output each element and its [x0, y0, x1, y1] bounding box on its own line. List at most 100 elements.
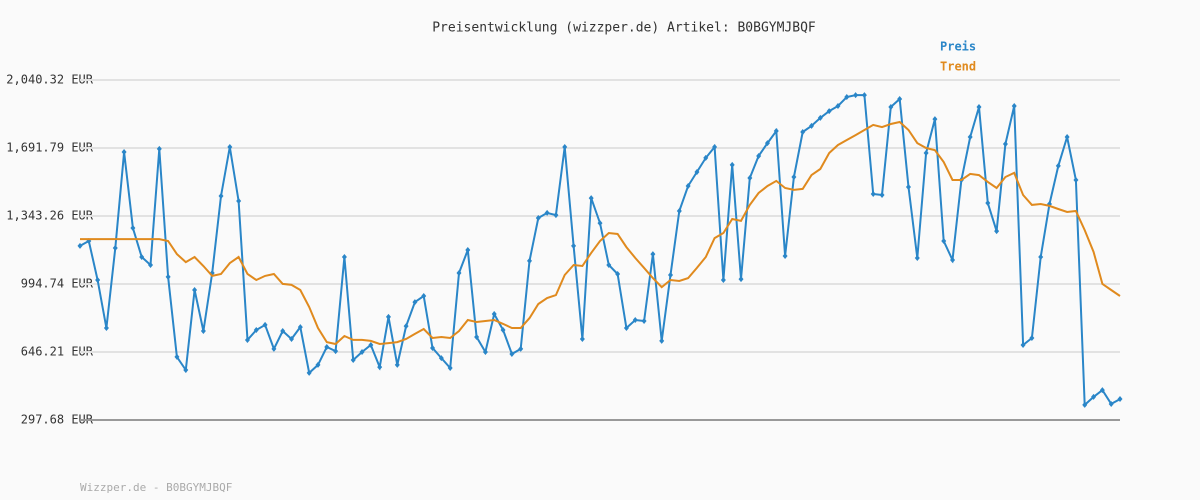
point [994, 228, 1000, 235]
point [773, 127, 779, 134]
point [659, 337, 665, 344]
point [289, 335, 295, 342]
point [853, 92, 859, 99]
point [985, 199, 991, 206]
point [791, 174, 797, 181]
point [200, 327, 206, 334]
series-line [80, 120, 1121, 346]
point [641, 318, 647, 325]
point [333, 348, 339, 355]
y-tick-label: 297.68 EUR [21, 413, 94, 427]
point [77, 242, 83, 249]
point [861, 92, 867, 99]
point [1073, 176, 1079, 183]
point [1029, 334, 1035, 341]
point [535, 215, 541, 222]
point [720, 277, 726, 284]
point [165, 273, 171, 280]
point [571, 242, 577, 249]
point [253, 326, 259, 333]
point [588, 195, 594, 202]
point [1055, 162, 1061, 169]
point [782, 253, 788, 260]
point [579, 335, 585, 342]
point [738, 276, 744, 283]
point [430, 344, 436, 351]
point [271, 345, 277, 352]
y-tick-label: 1,691.79 EUR [6, 141, 93, 155]
point [183, 366, 189, 373]
point [403, 323, 409, 330]
point [1038, 254, 1044, 261]
series-line [79, 94, 1121, 408]
point [606, 262, 612, 269]
point [192, 286, 198, 293]
point [623, 325, 629, 332]
point [491, 310, 497, 317]
footer: Wizzper.de - B0BGYMJBQF [80, 481, 232, 494]
point [1064, 134, 1070, 141]
point [509, 350, 515, 357]
point [156, 145, 162, 152]
point [412, 299, 418, 306]
point [500, 326, 506, 333]
point [835, 103, 841, 110]
point [526, 257, 532, 264]
point [262, 321, 268, 328]
point [729, 161, 735, 168]
point [227, 143, 233, 150]
y-tick-label: 994.74 EUR [21, 276, 94, 290]
point [174, 353, 180, 360]
y-tick-label: 2,040.32 EUR [6, 73, 93, 87]
point [615, 270, 621, 277]
point [694, 168, 700, 175]
point [809, 122, 815, 129]
legend-label: Trend [940, 60, 976, 74]
point [747, 175, 753, 182]
point [218, 192, 224, 199]
point [421, 293, 427, 300]
point [1082, 401, 1088, 408]
legend-label: Preis [940, 40, 976, 54]
point [1011, 103, 1017, 110]
point [139, 254, 145, 261]
point [315, 361, 321, 368]
point [632, 317, 638, 324]
point [148, 262, 154, 269]
point [897, 95, 903, 102]
point [324, 343, 330, 350]
point [764, 140, 770, 147]
point [712, 143, 718, 150]
point [685, 183, 691, 190]
point [905, 183, 911, 190]
point [756, 152, 762, 159]
point [941, 238, 947, 245]
point [112, 245, 118, 252]
point [244, 336, 250, 343]
point [967, 134, 973, 141]
point [932, 116, 938, 123]
point [668, 271, 674, 278]
point [465, 247, 471, 253]
point [879, 191, 885, 198]
point [350, 357, 356, 364]
point [923, 150, 929, 157]
point [368, 342, 374, 349]
point [817, 114, 823, 121]
point [597, 220, 603, 227]
point [456, 270, 462, 277]
point [474, 334, 480, 341]
point [870, 191, 876, 198]
point [121, 149, 127, 156]
point [950, 256, 956, 263]
point [914, 254, 920, 261]
point [1117, 396, 1123, 403]
point [297, 324, 303, 331]
point [130, 224, 136, 231]
point [544, 209, 550, 216]
point [553, 212, 559, 219]
point [306, 369, 312, 376]
point [482, 349, 488, 356]
point [976, 103, 982, 110]
point [888, 103, 894, 110]
